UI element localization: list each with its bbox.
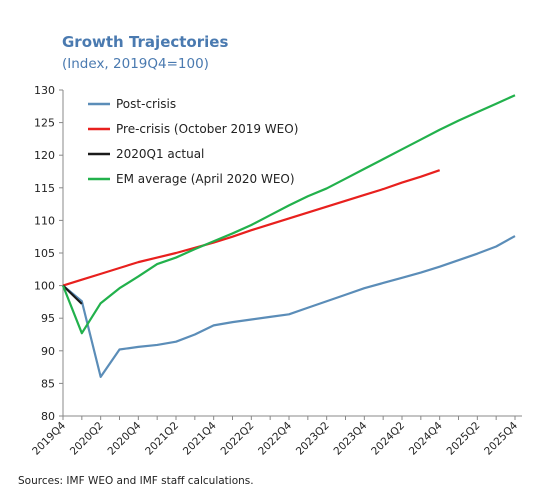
x-tick-label: 2021Q4: [181, 419, 219, 457]
y-tick-label: 130: [34, 84, 55, 97]
x-tick-label: 2020Q4: [106, 419, 144, 457]
y-tick-label: 120: [34, 149, 55, 162]
x-tick-label: 2025Q4: [482, 419, 520, 457]
y-tick-label: 90: [41, 345, 55, 358]
x-tick-label: 2022Q2: [219, 420, 257, 458]
x-tick-label: 2020Q2: [68, 420, 106, 458]
source-note: Sources: IMF WEO and IMF staff calculati…: [18, 475, 254, 487]
x-tick-label: 2023Q4: [332, 419, 370, 457]
series-line: [62, 169, 441, 287]
legend-label: Post-crisis: [116, 97, 176, 111]
x-tick-label: 2025Q2: [445, 420, 483, 458]
legend-label: Pre-crisis (October 2019 WEO): [116, 122, 298, 136]
series-line: [62, 235, 516, 378]
y-tick-label: 125: [34, 117, 55, 130]
y-tick-label: 100: [34, 280, 55, 293]
x-tick-label: 2024Q4: [407, 419, 445, 457]
series-line: [61, 94, 516, 335]
x-tick-label: 2024Q2: [369, 420, 407, 458]
y-tick-label: 105: [34, 247, 55, 260]
chart-title: Growth Trajectories: [62, 33, 228, 51]
y-tick-label: 115: [34, 182, 55, 195]
x-tick-label: 2022Q4: [256, 419, 294, 457]
series-line: [62, 284, 83, 305]
y-tick-label: 110: [34, 214, 55, 227]
y-tick-label: 95: [41, 312, 55, 325]
chart-subtitle: (Index, 2019Q4=100): [62, 56, 209, 72]
x-tick-label: 2023Q2: [294, 420, 332, 458]
x-tick-label: 2019Q4: [30, 419, 68, 457]
y-tick-label: 80: [41, 410, 55, 423]
y-tick-label: 85: [41, 377, 55, 390]
legend-label: 2020Q1 actual: [116, 147, 204, 161]
x-tick-label: 2021Q2: [143, 420, 181, 458]
legend-label: EM average (April 2020 WEO): [116, 172, 295, 186]
